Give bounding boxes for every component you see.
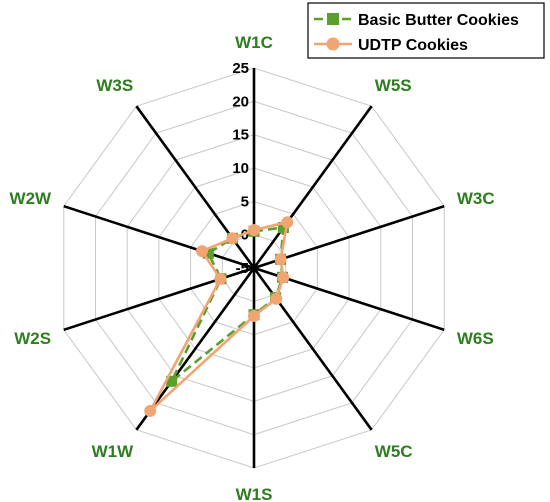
legend-marker-basic — [327, 13, 339, 25]
tick-label-5: 5 — [241, 193, 249, 210]
tick-label-20: 20 — [232, 93, 249, 110]
series-1-point-W3C — [274, 253, 287, 266]
series-1-point-W5C — [270, 292, 283, 305]
legend-label-udtp: UDTP Cookies — [358, 37, 468, 54]
category-label-W5S: W5S — [375, 76, 412, 95]
series-1-point-W2S — [214, 272, 227, 285]
category-label-W3S: W3S — [96, 76, 133, 95]
series-1-point-W6S — [277, 271, 290, 284]
series-0-point-W2W — [202, 247, 214, 259]
series-0-point-W1W — [166, 375, 178, 387]
category-label-W1W: W1W — [92, 442, 135, 461]
legend-label-basic: Basic Butter Cookies — [358, 12, 519, 29]
category-label-W1S: W1S — [236, 485, 273, 502]
tick-label--5: -5 — [236, 260, 249, 277]
category-label-W5C: W5C — [375, 442, 413, 461]
tick-label-0: 0 — [241, 227, 249, 244]
series-1-point-W1S — [248, 310, 260, 322]
tick-label-10: 10 — [232, 160, 249, 177]
spoke-W5S — [252, 105, 373, 269]
category-label-W3C: W3C — [457, 189, 495, 208]
tick-label-15: 15 — [232, 127, 249, 144]
series-1-point-W1W — [144, 404, 157, 417]
series-0-point-W5S — [277, 222, 289, 233]
legend-marker-udtp — [326, 37, 340, 51]
tick-label-25: 25 — [232, 60, 249, 77]
series-1-point-W5S — [281, 216, 294, 229]
series-1-point-W3S — [226, 232, 239, 245]
category-labels: W1C W5S W3C W6S W5C W1S W1W W2S W2W W3S — [10, 33, 495, 502]
spoke-W1W — [135, 267, 256, 431]
series-1-point-W1C — [248, 224, 260, 236]
legend: Basic Butter Cookies UDTP Cookies — [307, 2, 545, 59]
series-1-point-W2W — [196, 245, 208, 258]
legend-box — [307, 2, 545, 59]
radar-series — [144, 216, 294, 417]
spoke-W2W — [63, 204, 255, 270]
category-label-W1C: W1C — [235, 33, 273, 52]
category-label-W2S: W2S — [14, 329, 51, 348]
radial-tick-labels: -5 0 5 10 15 20 25 — [232, 60, 249, 277]
category-label-W6S: W6S — [457, 329, 494, 348]
category-label-W2W: W2W — [10, 189, 53, 208]
